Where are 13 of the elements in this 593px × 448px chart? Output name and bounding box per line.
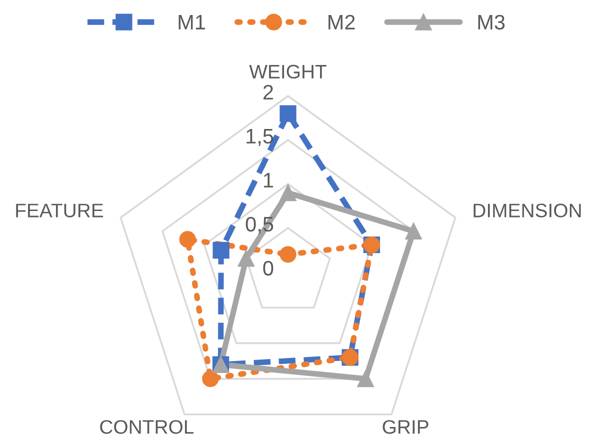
y-tick-label: 2 — [263, 84, 273, 100]
legend-label: M1 — [178, 15, 205, 30]
spoke-label: WEIGHT — [249, 64, 326, 79]
y-tick-label: 0 — [263, 260, 274, 276]
y-tick-label: 0,5 — [246, 216, 274, 234]
legend-label: M3 — [478, 14, 505, 30]
y-tick-label: 1 — [264, 173, 273, 188]
spoke-label: FEATURE — [16, 204, 104, 218]
spoke-label: DIMENSION — [474, 204, 581, 218]
y-tick-label: 1,5 — [246, 129, 274, 146]
spoke-label: GRIP — [382, 420, 428, 434]
spoke-label: CONTROL — [100, 420, 194, 434]
legend-label: M2 — [328, 14, 355, 30]
